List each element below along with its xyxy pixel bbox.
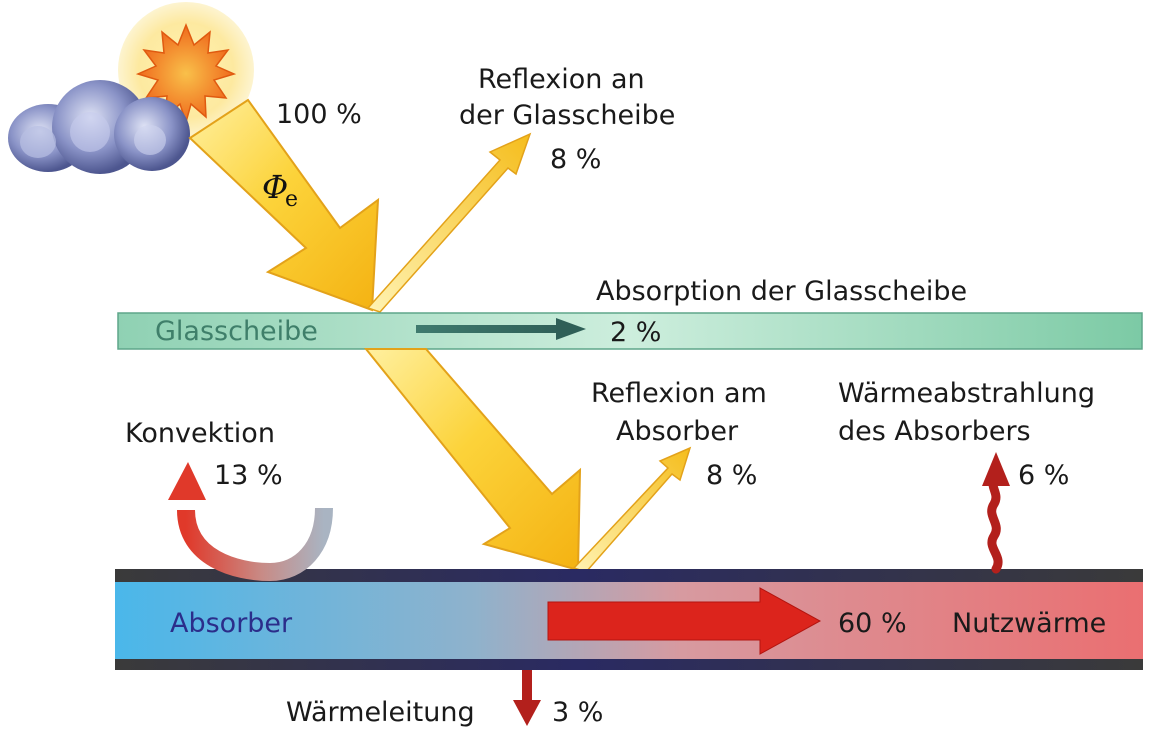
incoming-radiation-arrow <box>188 98 380 312</box>
glass-reflection-percent: 8 % <box>550 144 601 175</box>
heat-radiation-arrow <box>982 452 1010 574</box>
heat-conduction-arrow <box>513 670 541 726</box>
incoming-percent: 100 % <box>276 99 362 130</box>
heat-conduction-label: Wärmeleitung <box>286 697 475 728</box>
glass-absorption-percent: 2 % <box>610 317 661 348</box>
glass-reflection-arrow <box>366 132 532 313</box>
glass-label: Glasscheibe <box>155 316 318 347</box>
absorber-reflection-percent: 8 % <box>706 460 757 491</box>
transmitted-radiation-arrow <box>363 348 582 572</box>
heat-conduction-percent: 3 % <box>552 697 603 728</box>
convection-percent: 13 % <box>214 460 283 491</box>
absorber-reflection-title-2: Absorber <box>616 416 739 447</box>
useful-heat-arrow <box>547 587 822 655</box>
useful-heat-label: Nutzwärme <box>952 608 1106 639</box>
convection-arrow <box>168 462 333 582</box>
absorber-label: Absorber <box>170 608 293 639</box>
absorber-reflection-arrow <box>572 446 692 573</box>
heat-radiation-title-1: Wärmeabstrahlung <box>838 378 1095 409</box>
flux-symbol: Φ <box>262 168 288 206</box>
glass-reflection-title-2: der Glasscheibe <box>459 100 675 131</box>
glass-pane <box>117 312 1143 350</box>
cloud-icon <box>8 80 190 174</box>
glass-reflection-title-1: Reflexion an <box>478 64 645 95</box>
heat-radiation-percent: 6 % <box>1018 460 1069 491</box>
flux-subscript: e <box>285 187 298 212</box>
glass-absorption-arrow <box>416 318 586 340</box>
heat-radiation-title-2: des Absorbers <box>838 416 1031 447</box>
absorber-reflection-title-1: Reflexion am <box>591 378 767 409</box>
convection-label: Konvektion <box>125 418 275 449</box>
useful-heat-percent: 60 % <box>838 608 907 639</box>
glass-absorption-title: Absorption der Glasscheibe <box>596 276 967 307</box>
incoming-flux-symbol: Φ e <box>262 168 298 212</box>
